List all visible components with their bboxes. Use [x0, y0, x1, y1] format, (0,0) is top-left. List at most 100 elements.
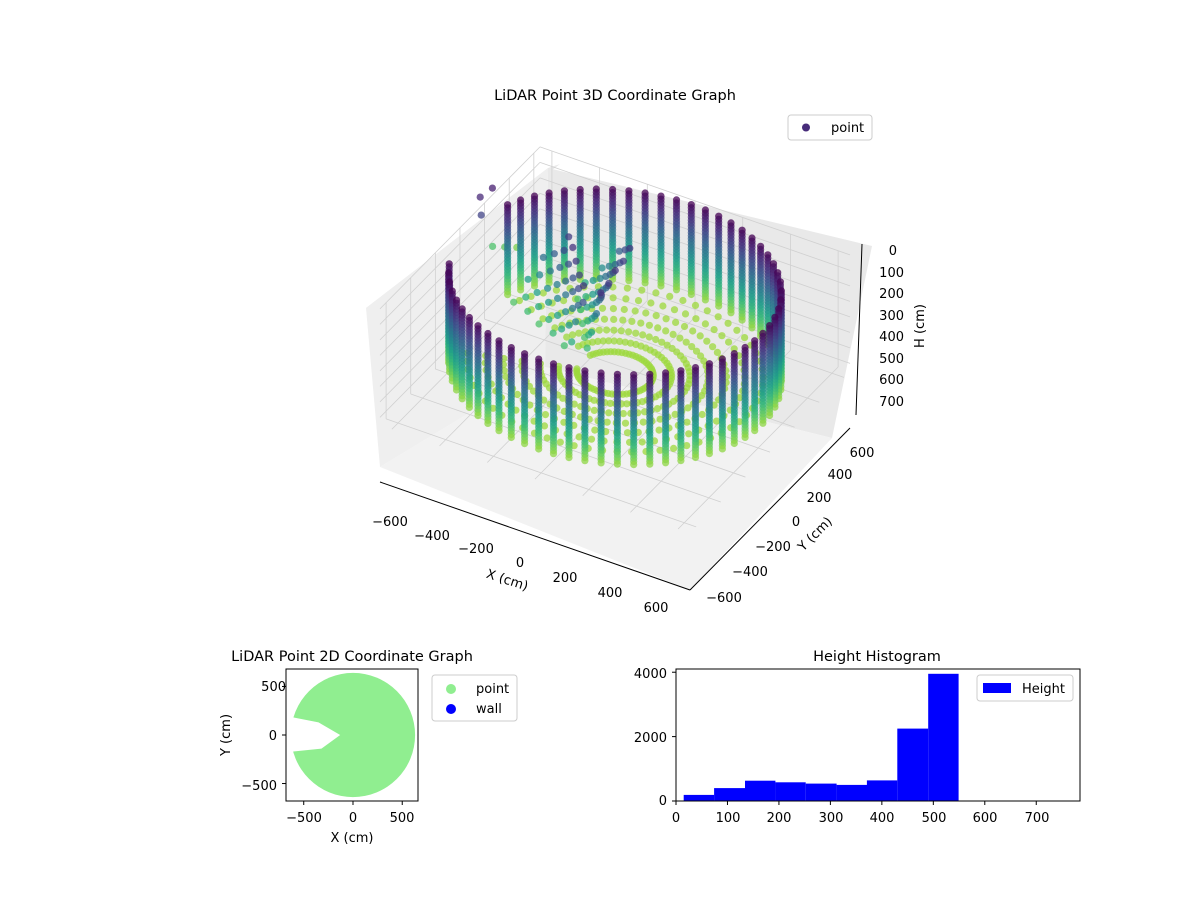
x-tick-label: −400	[414, 529, 450, 544]
lidar-point	[574, 295, 582, 303]
lidar-point	[703, 337, 711, 345]
z-tick-label: 700	[879, 395, 904, 410]
lidar-point	[556, 438, 564, 446]
y-tick-label: 200	[807, 491, 832, 506]
lidar-point	[709, 343, 717, 351]
lidar-point	[546, 267, 554, 275]
histogram-ticks	[672, 671, 1037, 805]
histogram-bar	[836, 784, 867, 801]
lidar-point	[645, 333, 653, 341]
lidar-point	[609, 294, 617, 302]
x-tick-label: 500	[390, 811, 415, 826]
grid-line	[539, 223, 851, 333]
lidar-point	[645, 321, 654, 329]
legend-point-marker	[446, 684, 456, 694]
lidar-point	[544, 284, 552, 292]
z-tick-label: 100	[879, 266, 904, 281]
x-tick-label: −500	[286, 811, 322, 826]
grid-line	[379, 162, 541, 325]
lidar-point	[616, 337, 624, 345]
lidar-point	[452, 386, 461, 394]
lidar-point	[540, 422, 549, 430]
lidar-point	[652, 289, 660, 297]
lidar-point	[568, 304, 577, 312]
notch-gap	[286, 715, 341, 753]
lidar-point	[670, 444, 678, 452]
histogram-bar	[775, 782, 806, 801]
lidar-point	[599, 337, 607, 345]
y-tick-label: −600	[706, 591, 742, 606]
legend-2d: point wall	[431, 674, 518, 722]
lidar-point	[617, 327, 625, 335]
lidar-point	[670, 306, 679, 314]
legend-wall-label: wall	[476, 702, 502, 717]
lidar-point	[545, 298, 553, 306]
lidar-point	[682, 338, 690, 346]
lidar-point	[559, 394, 567, 402]
grid-line	[539, 146, 851, 256]
lidar-point	[565, 454, 573, 462]
lidar-point	[484, 419, 492, 427]
point-cloud-3d	[445, 184, 786, 469]
lidar-point	[681, 310, 690, 318]
z-tick-label: 200	[879, 287, 904, 302]
lidar-point	[641, 279, 649, 287]
lidar-point	[589, 290, 597, 298]
lidar-point	[620, 305, 628, 314]
lidar-point	[715, 302, 723, 310]
lidar-point	[683, 442, 691, 450]
lidar-point	[659, 302, 667, 310]
point-disk	[290, 672, 416, 798]
lidar-point	[766, 411, 774, 420]
lidar-point	[595, 326, 603, 334]
chart-2d-title: LiDAR Point 2D Coordinate Graph	[231, 649, 473, 665]
lidar-point	[564, 260, 573, 268]
lidar-point	[569, 243, 577, 251]
lidar-point	[510, 298, 518, 306]
lidar-point	[691, 301, 700, 309]
lidar-point	[562, 308, 570, 316]
lidar-point	[736, 394, 744, 402]
lidar-point	[586, 351, 594, 359]
lidar-point	[552, 286, 561, 294]
lidar-point	[533, 288, 541, 297]
lidar-point	[680, 322, 689, 331]
lidar-point	[646, 460, 654, 468]
lidar-point	[751, 427, 759, 435]
lidar-point	[630, 461, 638, 469]
lidar-point	[672, 286, 681, 294]
lidar-point	[662, 315, 670, 323]
plot-frame-histogram	[675, 668, 1081, 802]
grid-line	[379, 208, 541, 372]
grid-line	[677, 366, 839, 530]
lidar-point	[610, 326, 618, 334]
lidar-point	[710, 326, 718, 334]
y-axis-label: Y (cm)	[795, 514, 836, 555]
lidar-point	[692, 347, 701, 355]
z-tick-label: 400	[879, 330, 904, 345]
lidar-point	[572, 257, 580, 265]
lidar-point	[638, 286, 646, 294]
lidar-point	[696, 332, 704, 340]
lidar-point	[622, 295, 630, 303]
y-tick-label: 2000	[634, 731, 667, 746]
z-axis-line	[855, 243, 863, 416]
lidar-point	[554, 294, 562, 302]
y-tick-label: 0	[792, 515, 800, 530]
lidar-point	[569, 274, 577, 282]
lidar-point	[603, 326, 611, 334]
grid-line	[379, 177, 541, 341]
lidar-point	[672, 318, 680, 326]
lidar-point	[626, 244, 634, 252]
lidar-point	[517, 286, 525, 294]
lidar-point	[550, 250, 558, 258]
y-tick-label: −500	[241, 779, 277, 794]
lidar-point	[591, 426, 599, 434]
lidar-point	[691, 453, 700, 462]
lidar-point	[748, 324, 756, 332]
y-tick-label: 600	[850, 446, 875, 461]
lidar-point	[560, 246, 568, 254]
lidar-point	[631, 307, 639, 315]
grid-line	[379, 146, 541, 310]
lidar-point	[738, 316, 746, 324]
